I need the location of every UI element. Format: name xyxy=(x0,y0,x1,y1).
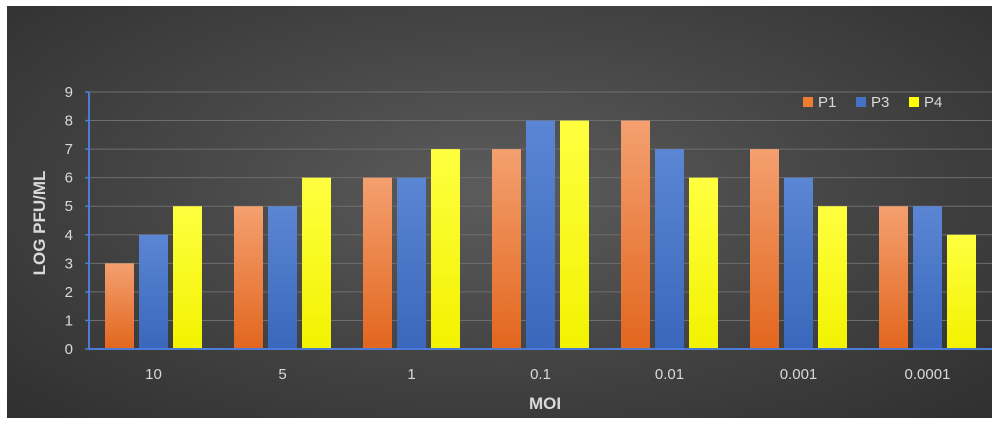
y-tick-label: 3 xyxy=(65,255,73,272)
bar-p3-0.001 xyxy=(784,177,813,349)
y-tick-label: 9 xyxy=(65,84,73,101)
bar-p1-1 xyxy=(363,177,392,349)
bar-p1-0.1 xyxy=(492,149,521,349)
y-tick-label: 8 xyxy=(65,113,73,130)
y-tick-label: 4 xyxy=(65,227,73,244)
bar-p4-0.0001 xyxy=(947,234,976,349)
bar-p3-1 xyxy=(397,177,426,349)
bar-p4-0.01 xyxy=(689,177,718,349)
y-tick-label: 7 xyxy=(65,141,73,158)
legend: P1 P3 P4 xyxy=(803,94,942,111)
legend-swatch-p4 xyxy=(909,97,919,107)
bar-p1-0.001 xyxy=(750,149,779,349)
bar-p3-0.0001 xyxy=(913,206,942,349)
bars xyxy=(105,120,976,349)
x-tick-label: 10 xyxy=(145,366,162,383)
y-tick-label: 5 xyxy=(65,198,73,215)
axes xyxy=(85,91,992,350)
legend-swatch-p3 xyxy=(856,97,866,107)
tick-labels: 0 1 2 3 4 5 6 7 8 9 10 5 1 0.1 0.01 0.001 0.0001 xyxy=(65,84,951,383)
bar-chart: 0 1 2 3 4 5 6 7 8 9 10 5 1 0.1 0.01 0.001 0.0001 LOG PFU… xyxy=(30,84,992,413)
legend-swatch-p1 xyxy=(803,97,813,107)
bar-p1-10 xyxy=(105,263,134,349)
legend-label-p3: P3 xyxy=(871,94,889,111)
bar-p4-0.001 xyxy=(818,206,847,349)
y-axis-title: LOG PFU/ML xyxy=(30,171,49,276)
bar-p1-0.01 xyxy=(621,120,650,349)
y-tick-label: 6 xyxy=(65,170,73,187)
bar-p1-5 xyxy=(234,206,263,349)
bar-p4-0.1 xyxy=(560,120,589,349)
x-tick-label: 5 xyxy=(278,366,286,383)
legend-label-p1: P1 xyxy=(818,94,836,111)
bar-p3-10 xyxy=(139,234,168,349)
x-axis-title: MOI xyxy=(529,394,561,413)
y-tick-label: 1 xyxy=(65,312,73,329)
y-tick-label: 2 xyxy=(65,284,73,301)
bar-p4-5 xyxy=(302,177,331,349)
bar-p3-0.01 xyxy=(655,149,684,349)
legend-label-p4: P4 xyxy=(924,94,942,111)
bar-p3-5 xyxy=(268,206,297,349)
x-tick-label: 0.0001 xyxy=(905,366,951,383)
y-tick-label: 0 xyxy=(65,341,73,358)
chart-panel: 0 1 2 3 4 5 6 7 8 9 10 5 1 0.1 0.01 0.001 0.0001 LOG PFU… xyxy=(7,6,992,418)
bar-p4-10 xyxy=(173,206,202,349)
x-tick-label: 0.1 xyxy=(530,366,551,383)
x-tick-label: 0.001 xyxy=(780,366,818,383)
bar-p3-0.1 xyxy=(526,120,555,349)
bar-p1-0.0001 xyxy=(879,206,908,349)
bar-p4-1 xyxy=(431,149,460,349)
x-tick-label: 0.01 xyxy=(655,366,684,383)
x-tick-label: 1 xyxy=(407,366,415,383)
